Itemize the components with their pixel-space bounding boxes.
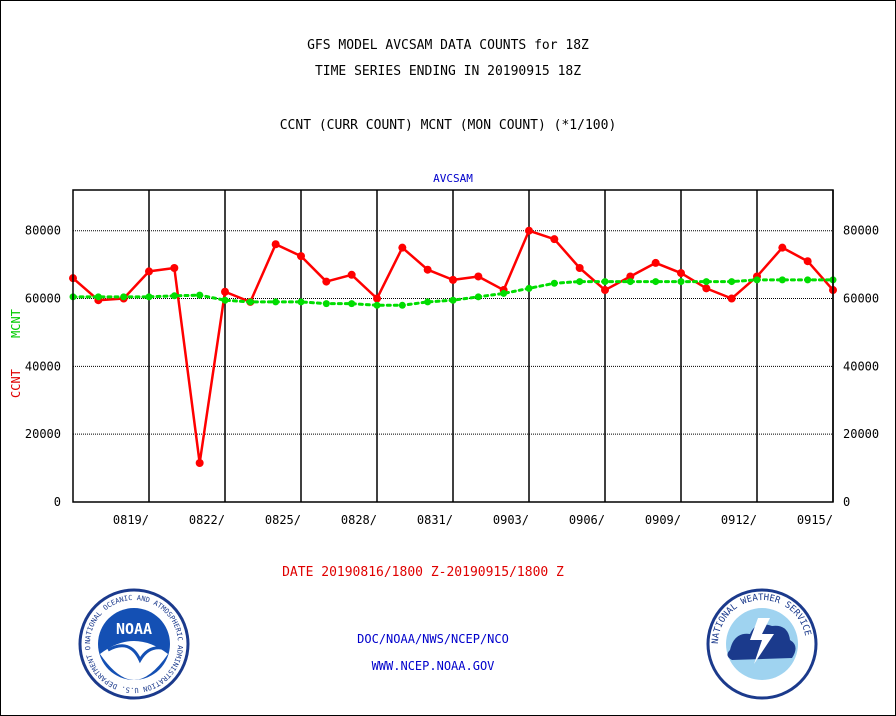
axis-layer: 0 0 20000 20000 40000 40000 60000 60000 80000 800… (25, 224, 879, 527)
chart-title-line2: TIME SERIES ENDING IN 20190915 18Z (314, 64, 582, 79)
data-point-mcnt (677, 278, 685, 286)
data-point-ccnt (423, 265, 432, 274)
data-point-ccnt (601, 286, 609, 295)
data-point-ccnt (474, 272, 483, 281)
data-point-mcnt (297, 298, 305, 306)
data-point-mcnt (778, 276, 786, 284)
data-point-mcnt (753, 276, 761, 284)
data-point-mcnt (398, 301, 406, 309)
data-point-mcnt (348, 300, 356, 308)
data-point-mcnt (196, 291, 204, 299)
data-point-mcnt (500, 289, 508, 297)
data-point-ccnt (221, 287, 229, 296)
x-tick-label: 0831/ (417, 513, 453, 527)
y-tick-label-left: 0 (54, 495, 61, 509)
y-tick-label-right: 20000 (843, 427, 879, 441)
data-point-ccnt (347, 270, 356, 279)
y-tick-label-right: 60000 (843, 292, 879, 306)
time-series-chart: 0 0 20000 20000 40000 40000 60000 60000 80000 800… (9, 189, 879, 527)
data-point-mcnt (474, 293, 482, 301)
data-point-ccnt (525, 226, 533, 235)
x-tick-label: 0909/ (645, 513, 681, 527)
grid-layer (73, 190, 834, 502)
data-point-ccnt (651, 258, 660, 267)
data-point-mcnt (272, 298, 280, 306)
data-point-ccnt (677, 269, 685, 278)
credit-line-url: WWW.NCEP.NOAA.GOV (371, 659, 495, 673)
y-tick-label-right: 0 (843, 495, 850, 509)
data-point-mcnt (449, 296, 457, 304)
data-point-mcnt (373, 301, 381, 309)
chart-title-line1: GFS MODEL AVCSAM DATA COUNTS for 18Z (307, 38, 589, 53)
data-point-mcnt (145, 293, 153, 301)
x-tick-label: 0915/ (797, 513, 833, 527)
y-tick-label-right: 80000 (843, 224, 879, 238)
x-tick-label: 0828/ (341, 513, 377, 527)
y-tick-label-left: 60000 (25, 292, 61, 306)
panel-label: AVCSAM (433, 172, 473, 185)
data-point-mcnt (424, 298, 432, 306)
data-point-ccnt (373, 294, 381, 303)
x-tick-label: 0912/ (721, 513, 757, 527)
data-point-mcnt (170, 292, 178, 300)
data-point-mcnt (246, 298, 254, 306)
y-tick-label-left: 40000 (25, 359, 61, 373)
x-tick-label: 0825/ (265, 513, 301, 527)
noaa-badge-text: NOAA (116, 620, 152, 638)
noaa-logo: NOAA NATIONAL OCEANIC AND ATMOSPHERIC AD… (78, 588, 190, 700)
data-point-mcnt (728, 278, 736, 286)
data-point-ccnt (778, 243, 787, 252)
data-point-ccnt (145, 267, 153, 276)
plot-border (72, 189, 834, 503)
y-axis-label-right: MCNT (9, 309, 23, 338)
x-tick-label: 0819/ (113, 513, 149, 527)
data-point-mcnt (702, 278, 710, 286)
data-point-mcnt (94, 293, 102, 301)
data-point-ccnt (803, 257, 812, 266)
x-tick-label: 0822/ (189, 513, 225, 527)
data-point-ccnt (550, 235, 559, 244)
data-point-mcnt (804, 276, 812, 284)
y-tick-label-left: 20000 (25, 427, 61, 441)
data-point-ccnt (195, 459, 204, 467)
data-point-ccnt (271, 240, 280, 249)
data-point-mcnt (525, 284, 533, 292)
data-point-mcnt (221, 296, 229, 304)
data-point-mcnt (322, 300, 330, 308)
data-point-mcnt (550, 279, 558, 287)
data-point-ccnt (449, 275, 457, 284)
data-point-ccnt (727, 294, 736, 303)
chart-subtitle: CCNT (CURR COUNT) MCNT (MON COUNT) (*1/1… (279, 118, 617, 133)
y-tick-label-left: 80000 (25, 224, 61, 238)
data-point-ccnt (626, 272, 635, 281)
data-point-ccnt (702, 284, 711, 293)
data-point-mcnt (626, 278, 634, 286)
nws-logo: NATIONAL WEATHER SERVICE (706, 588, 818, 700)
x-tick-label: 0903/ (493, 513, 529, 527)
credit-line-org: DOC/NOAA/NWS/NCEP/NCO (357, 632, 509, 646)
data-point-mcnt (652, 278, 660, 286)
data-point-ccnt (170, 264, 179, 272)
data-point-ccnt (398, 243, 407, 252)
data-point-ccnt (297, 252, 305, 261)
y-tick-label-right: 40000 (843, 359, 879, 373)
data-point-ccnt (575, 264, 584, 272)
data-point-mcnt (601, 278, 609, 286)
date-range-label: DATE 20190816/1800 Z-20190915/1800 Z (282, 565, 564, 580)
y-axis-label-left: CCNT (9, 369, 23, 398)
data-point-mcnt (120, 293, 128, 301)
data-point-mcnt (576, 278, 584, 286)
data-point-ccnt (322, 277, 331, 286)
x-tick-label: 0906/ (569, 513, 605, 527)
